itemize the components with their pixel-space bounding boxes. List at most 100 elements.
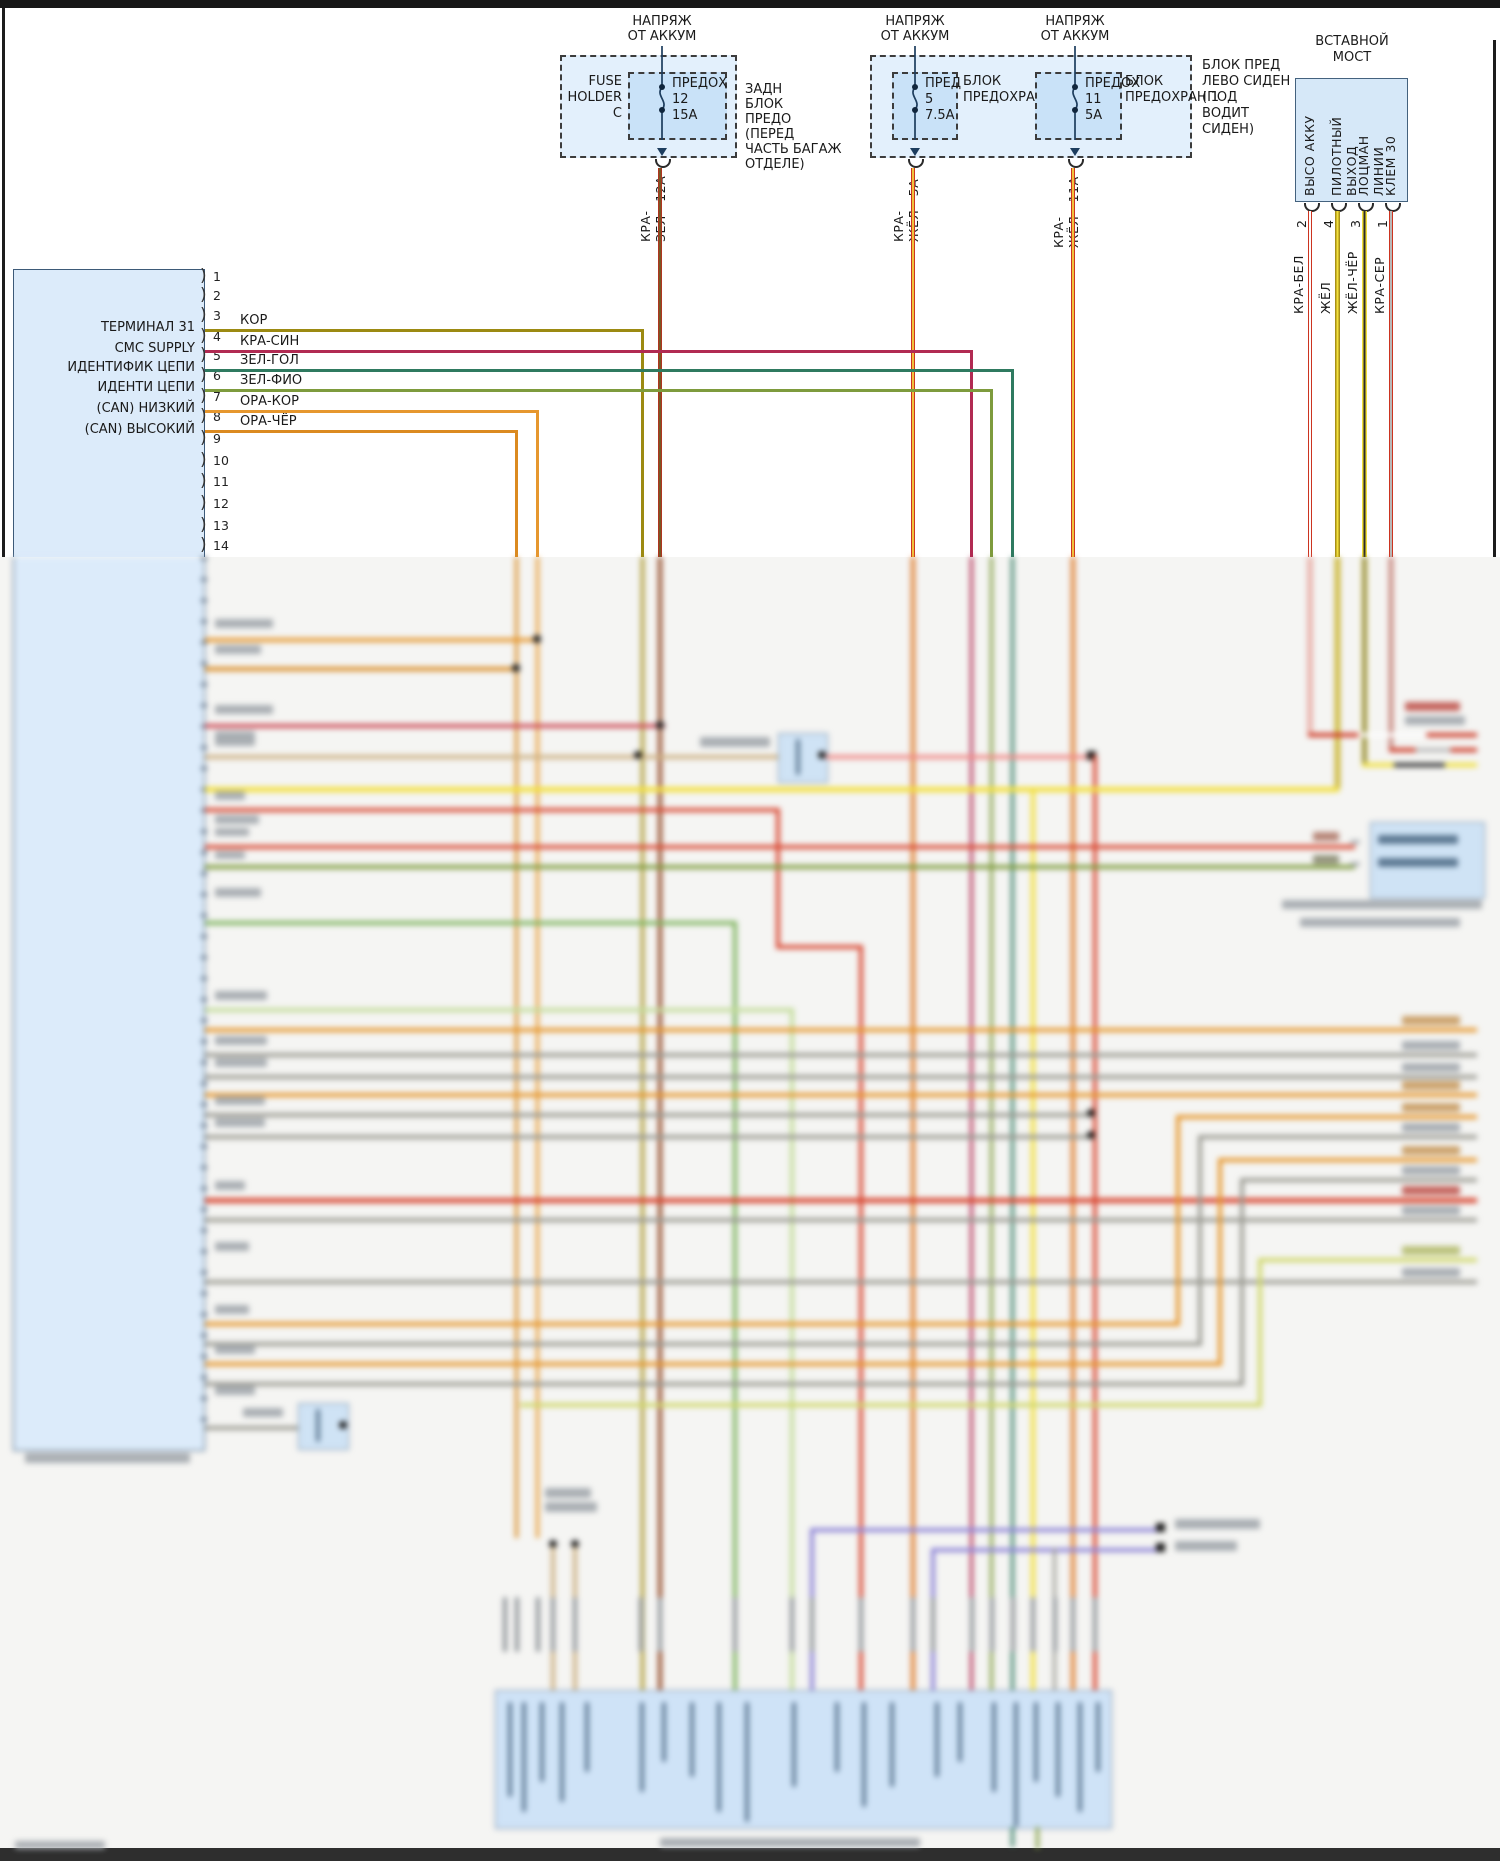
blur-shape — [1031, 787, 1035, 1690]
blur-shape — [215, 1242, 249, 1251]
blur-shape — [660, 1838, 920, 1847]
blur-shape — [1362, 557, 1367, 765]
pin-arc-icon — [200, 285, 207, 305]
blur-shape — [545, 1502, 597, 1512]
blur-shape — [205, 1280, 1477, 1284]
module-row-label-5: (CAN) ВЫСОКИЙ — [84, 422, 195, 437]
blur-shape — [585, 1702, 589, 1772]
blur-shape — [508, 1702, 512, 1797]
blur-shape — [1402, 1246, 1460, 1255]
blur-shape — [890, 1702, 894, 1787]
blur-shape — [1402, 1146, 1460, 1155]
blur-shape — [1389, 748, 1477, 752]
blur-shape — [733, 921, 737, 1690]
blur-shape — [1402, 1268, 1460, 1277]
blur-shape — [1308, 733, 1477, 737]
blur-shape — [1402, 1016, 1460, 1025]
fuse-11-symbol-icon — [1072, 46, 1078, 140]
blur-shape — [1087, 1109, 1095, 1117]
blur-shape — [790, 1597, 794, 1652]
wire-zel-fio-v — [990, 389, 993, 557]
blur-shape — [990, 557, 993, 1690]
blur-shape — [1056, 1702, 1060, 1797]
wire-kra-sin-h — [205, 350, 973, 353]
blur-shape — [205, 865, 1355, 869]
blur-shape — [1402, 1041, 1460, 1050]
blur-shape — [339, 1421, 347, 1429]
blur-shape — [1031, 1597, 1035, 1652]
blur-shape — [25, 1453, 190, 1463]
battery-voltage-label-3: НАПРЯЖ ОТ АККУМ — [1040, 14, 1110, 44]
pin-number: 6 — [213, 368, 221, 383]
bridge-pin-num-3: 1 — [1375, 219, 1390, 228]
blur-shape — [1405, 716, 1465, 725]
module-wire-name-4: ОРА-КОР — [240, 394, 299, 409]
wire-kor-h — [205, 329, 644, 332]
blur-shape — [205, 755, 778, 759]
blur-shape — [215, 791, 245, 800]
blur-shape — [215, 815, 259, 824]
blur-shape — [573, 1597, 577, 1652]
blur-shape — [1011, 557, 1014, 1690]
pin-number: 3 — [213, 308, 221, 323]
blur-shape — [656, 721, 664, 729]
fuse-11-text: ПРЕДОХ 11 5А — [1085, 76, 1141, 123]
blur-shape — [1313, 855, 1339, 864]
pin-arc-icon — [200, 266, 207, 286]
blur-shape — [551, 1597, 555, 1652]
blur-shape — [1402, 1081, 1460, 1090]
bridge-pin-label-3: КЛЕМ 30 — [1383, 135, 1398, 196]
blur-shape — [1036, 1827, 1039, 1849]
wire-kra-sin-v — [970, 350, 973, 557]
bridge-pin-num-2: 3 — [1348, 219, 1363, 228]
blur-shape — [503, 1597, 507, 1652]
blur-shape — [545, 1488, 591, 1498]
blur-shape — [205, 845, 1355, 849]
blur-shape — [931, 1597, 935, 1652]
fuse-12-connector-icon — [655, 159, 671, 168]
blur-shape — [1011, 1827, 1014, 1847]
pin-arc-icon — [200, 345, 207, 365]
blur-shape — [1096, 1702, 1100, 1772]
module-row-label-1: CMC SUPPLY — [114, 341, 195, 356]
wire-zhel-vertical — [1335, 211, 1340, 557]
blur-shape — [205, 638, 541, 642]
blur-shape — [215, 1386, 255, 1395]
blur-shape — [215, 1096, 265, 1105]
blur-shape — [862, 1702, 866, 1807]
blur-shape — [215, 1118, 265, 1127]
page-bottom-edge — [0, 1848, 1500, 1861]
blur-shape — [205, 1075, 1477, 1079]
fuse-11-arrow-icon — [1070, 148, 1080, 156]
blur-shape — [658, 1597, 662, 1652]
blur-shape — [1240, 1178, 1477, 1182]
blur-shape — [1402, 1123, 1460, 1132]
blur-shape — [1282, 900, 1482, 909]
blur-shape — [1156, 1543, 1165, 1552]
blur-shape — [205, 667, 520, 671]
blur-shape — [810, 1597, 814, 1652]
blur-shape — [859, 1597, 863, 1652]
fuse-11-box — [1035, 72, 1122, 140]
pin-number: 13 — [213, 518, 229, 533]
bridge-box — [1295, 78, 1408, 202]
blur-shape — [205, 921, 737, 925]
pin-number: 7 — [213, 389, 221, 404]
bridge-pin-label-2: ЛОЦМАН ЛИНИИ — [1356, 135, 1386, 196]
blur-shape — [1087, 1131, 1095, 1139]
blur-shape — [205, 1198, 1477, 1203]
blur-shape — [215, 1058, 267, 1067]
blur-shape — [215, 1036, 267, 1045]
blur-shape — [571, 1540, 579, 1548]
fuse-5-box — [892, 72, 958, 140]
blur-shape — [215, 851, 245, 859]
bridge-wire-label-2: ЖЁЛ-ЧЁР — [1345, 251, 1360, 314]
blur-shape — [215, 705, 273, 714]
blur-shape — [1389, 557, 1393, 750]
blur-shape — [700, 737, 770, 747]
blur-shape — [205, 724, 665, 728]
blur-shape — [992, 1702, 996, 1792]
blur-shape — [215, 738, 255, 746]
wire-kra-zel-vertical — [658, 168, 662, 557]
module-row-label-2: ИДЕНТИФИК ЦЕПИ — [67, 360, 195, 375]
